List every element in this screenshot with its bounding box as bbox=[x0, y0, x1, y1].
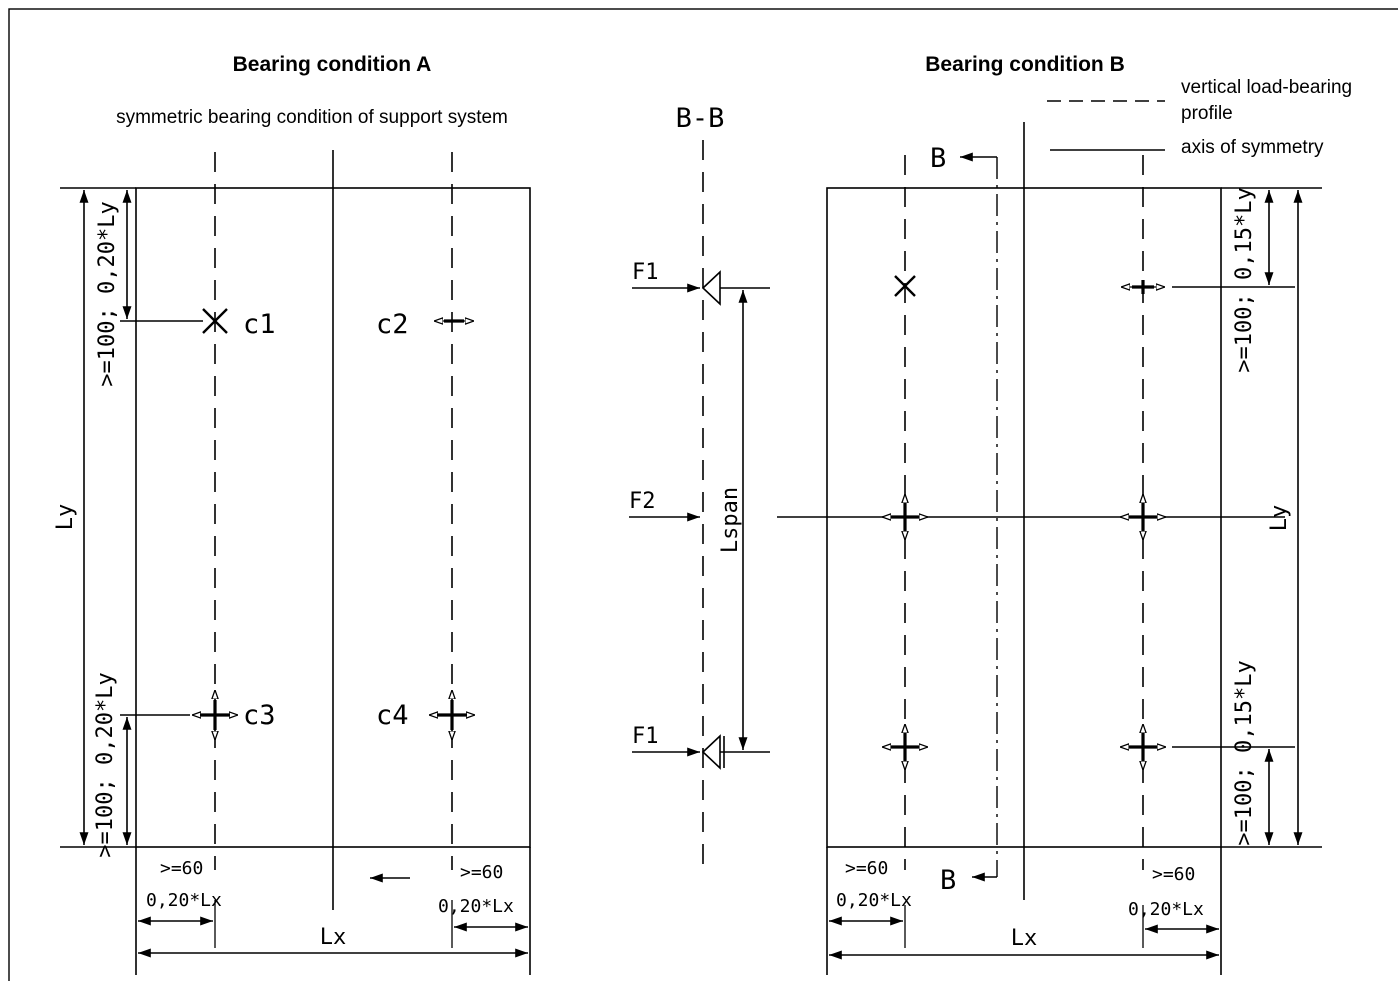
panel-b-title: Bearing condition B bbox=[925, 53, 1125, 76]
section-title: B-B bbox=[676, 103, 725, 134]
panel-a-height-label: Ly bbox=[53, 504, 78, 531]
section-force-f2-label: F2 bbox=[629, 489, 656, 514]
panel-a-c1-label: c1 bbox=[243, 309, 276, 340]
panel-b-left-min-label: >=60 bbox=[845, 858, 888, 879]
panel-b: Bearing condition B vertical load-bearin… bbox=[777, 53, 1352, 975]
panel-a-c4-label: c4 bbox=[376, 700, 409, 731]
panel-a-right-frac-label: 0,20*Lx bbox=[438, 896, 514, 917]
panel-b-bottom-left-free-bearing-icon bbox=[882, 724, 928, 770]
panel-b-bottom-offset-label: >=100; 0,15*Ly bbox=[1232, 660, 1257, 845]
panel-b-mid-left-free-bearing-icon bbox=[882, 494, 928, 540]
panel-a-left-frac-label: 0,20*Lx bbox=[146, 890, 222, 911]
panel-b-right-frac-label: 0,20*Lx bbox=[1128, 899, 1204, 920]
panel-b-bottom-right-free-bearing-icon bbox=[1120, 724, 1166, 770]
panel-a-top-offset-label: >=100; 0,20*Ly bbox=[95, 201, 120, 386]
panel-b-height-label: Ly bbox=[1267, 505, 1292, 532]
legend-dashed-label: vertical load-bearing bbox=[1181, 77, 1352, 98]
panel-b-right-min-label: >=60 bbox=[1152, 864, 1195, 885]
panel-b-left-frac-label: 0,20*Lx bbox=[836, 890, 912, 911]
section-force-f1-top-label: F1 bbox=[632, 260, 659, 285]
panel-b-fixed-bearing-icon bbox=[894, 275, 916, 297]
panel-b-section-mark-top: B bbox=[930, 143, 946, 174]
panel-b-width-label: Lx bbox=[1011, 926, 1038, 951]
panel-a-bottom-offset-label: >=100; 0,20*Ly bbox=[93, 672, 118, 857]
panel-a-c3-free-bearing-icon bbox=[192, 690, 238, 740]
panel-b-section-mark-bottom: B bbox=[940, 865, 956, 896]
drawing-frame bbox=[8, 8, 1398, 981]
panel-b-top-offset-label: >=100; 0,15*Ly bbox=[1232, 187, 1257, 372]
panel-a-c2-label: c2 bbox=[376, 309, 409, 340]
panel-a-title: Bearing condition A bbox=[233, 53, 432, 76]
panel-a-c3-label: c3 bbox=[243, 700, 276, 731]
panel-a: Bearing condition A symmetric bearing co… bbox=[53, 53, 531, 975]
panel-a-subtitle: symmetric bearing condition of support s… bbox=[116, 107, 508, 128]
panel-a-left-min-label: >=60 bbox=[160, 858, 203, 879]
panel-a-width-label: Lx bbox=[320, 925, 347, 950]
section-top-bearing-icon bbox=[701, 270, 721, 306]
panel-b-mid-right-free-bearing-icon bbox=[1120, 494, 1166, 540]
legend-dashed-label-2: profile bbox=[1181, 103, 1233, 124]
panel-a-c1-fixed-bearing bbox=[202, 308, 228, 334]
legend-solid-label: axis of symmetry bbox=[1181, 137, 1324, 158]
section-force-f1-bottom-label: F1 bbox=[632, 724, 659, 749]
panel-a-c4-free-bearing-icon bbox=[429, 690, 475, 740]
panel-b-sliding-bearing-icon bbox=[1121, 280, 1165, 294]
panel-a-right-min-label: >=60 bbox=[460, 862, 503, 883]
section-b-b: B-B F1 F2 F1 Lspan bbox=[629, 103, 770, 870]
section-span-label: Lspan bbox=[718, 487, 743, 553]
